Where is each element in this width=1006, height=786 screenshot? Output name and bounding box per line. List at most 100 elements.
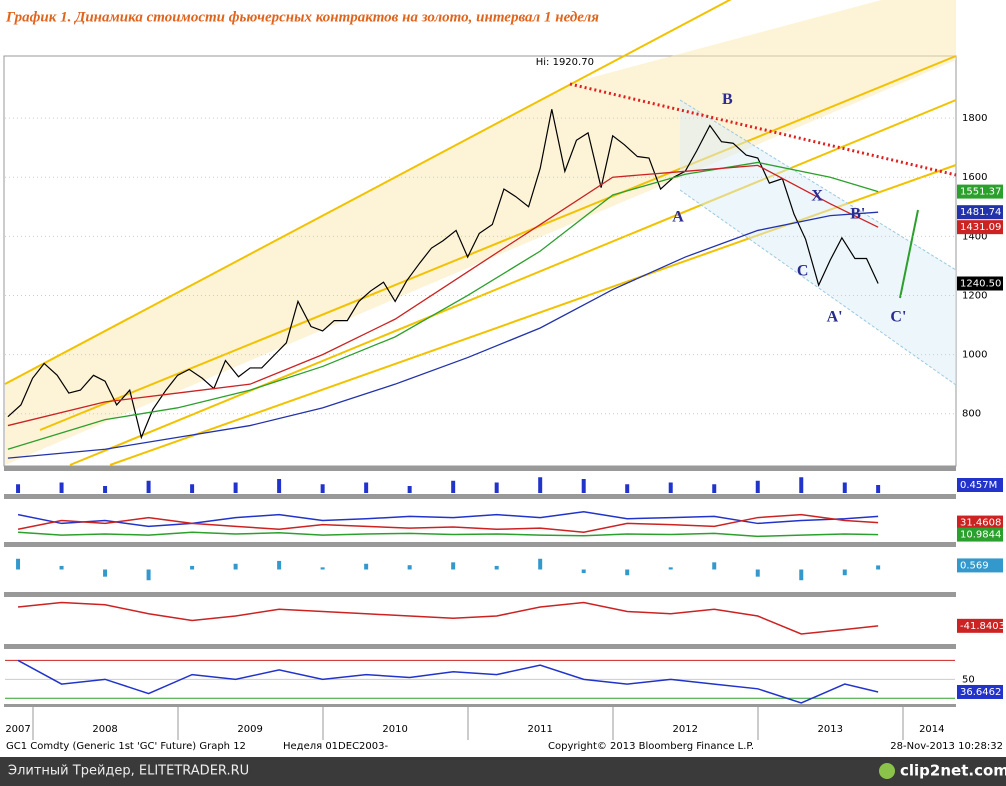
indicator-bar <box>59 482 64 493</box>
indicator-bar <box>712 562 717 570</box>
x-tick-label: 2010 <box>382 724 407 735</box>
annotation: A' <box>827 309 843 326</box>
value-box <box>957 478 1003 493</box>
moving-average <box>7 164 879 427</box>
indicator-bar <box>364 482 369 493</box>
value-box <box>957 618 1003 633</box>
value-label: 1551.37 <box>960 187 1001 198</box>
y-tick-label: 1600 <box>962 172 987 183</box>
annotation: C' <box>890 309 906 326</box>
indicator-bar <box>190 565 195 570</box>
channel-line <box>69 99 957 466</box>
indicator-bar <box>494 482 499 493</box>
indicator-line <box>17 659 879 704</box>
separator <box>4 466 956 471</box>
indicator-bar <box>16 484 21 493</box>
year-separators <box>32 707 904 740</box>
indicator-bar <box>755 569 760 577</box>
indicator-bar <box>16 558 21 570</box>
x-tick-label: 2011 <box>527 724 552 735</box>
down-channel-line <box>679 99 957 271</box>
x-tick-label: 2014 <box>919 724 944 735</box>
watermark-text: Элитный Трейдер, ELITETRADER.RU <box>8 764 249 779</box>
indicator-bar <box>712 484 717 493</box>
footer-text: Copyright© 2013 Bloomberg Finance L.P. <box>548 741 754 752</box>
value-box <box>957 184 1003 199</box>
indicator-bar <box>59 565 64 570</box>
value-box <box>957 684 1003 699</box>
indicator-line <box>17 513 879 533</box>
value-box <box>957 558 1003 573</box>
separator <box>4 542 956 547</box>
separator <box>4 644 956 649</box>
channel-line <box>4 0 732 385</box>
indicator-bar <box>842 482 847 493</box>
indicator-line <box>17 601 879 635</box>
indicator-bar <box>538 558 543 570</box>
value-box <box>957 515 1003 530</box>
indicator-bar <box>407 565 412 570</box>
chart-title: График 1. Динамика стоимости фьючерсных … <box>5 9 599 25</box>
annotation: X <box>811 188 823 205</box>
indicator-bar <box>625 484 630 493</box>
footer-text: 28-Nov-2013 10:28:32 <box>890 741 1003 752</box>
x-tick-label: 2012 <box>673 724 698 735</box>
value-label: 0.457M <box>960 480 997 491</box>
x-tick-label: 2009 <box>237 724 262 735</box>
indicator-bar <box>320 484 325 493</box>
indicator-bar <box>277 560 282 570</box>
value-box <box>957 527 1003 542</box>
indicator-bar <box>668 567 673 570</box>
value-label: 0.569 <box>960 560 989 571</box>
indicator-bar <box>190 484 195 493</box>
annotation: C <box>797 262 809 279</box>
value-label: 36.6462 <box>960 687 1001 698</box>
indicator-bar <box>320 567 325 570</box>
projection <box>899 209 919 299</box>
separator <box>4 592 956 597</box>
indicator-bar <box>407 486 412 493</box>
moving-average <box>7 211 879 459</box>
moving-average <box>7 161 879 450</box>
y-tick-label: 1200 <box>962 290 987 301</box>
indicator-bar <box>277 479 282 493</box>
value-label: 1240.50 <box>960 279 1001 290</box>
indicator-bar <box>581 479 586 493</box>
indicator-bar <box>103 486 108 493</box>
indicator-bar <box>581 569 586 574</box>
indicator-bar <box>233 563 238 570</box>
indicator-bar <box>103 569 108 577</box>
price-line <box>7 109 879 440</box>
annotation: B <box>722 91 733 108</box>
indicator-bar <box>625 569 630 576</box>
indicator-bar <box>538 477 543 493</box>
value-box <box>957 220 1003 235</box>
annotation: A <box>672 209 684 226</box>
indicator-bar <box>146 569 151 581</box>
down-channel-line <box>679 189 957 386</box>
value-box <box>957 205 1003 220</box>
value-label: 31.4608 <box>960 518 1001 529</box>
indicator-bar <box>233 482 238 493</box>
channel-line <box>39 55 957 431</box>
y-tick-label: 50 <box>962 674 975 685</box>
indicator-bar <box>668 482 673 493</box>
value-label: 1481.74 <box>960 207 1001 218</box>
indicator-bar <box>146 480 151 493</box>
footer-text: Неделя 01DEC2003- <box>283 741 388 752</box>
indicator-line <box>18 531 879 538</box>
separator <box>4 494 956 499</box>
watermark-bar <box>0 757 1006 786</box>
indicator-bar <box>451 562 456 570</box>
y-tick-label: 800 <box>962 409 981 420</box>
indicator-bar <box>755 480 760 493</box>
x-tick-label: 2013 <box>818 724 843 735</box>
watermark-logo: clip2net.com <box>900 762 1006 780</box>
indicator-bar <box>364 563 369 570</box>
indicator-bar <box>876 565 881 570</box>
logo-icon <box>879 763 895 779</box>
indicator-bar <box>494 565 499 570</box>
indicator-bar <box>799 569 804 581</box>
separator <box>4 704 956 707</box>
